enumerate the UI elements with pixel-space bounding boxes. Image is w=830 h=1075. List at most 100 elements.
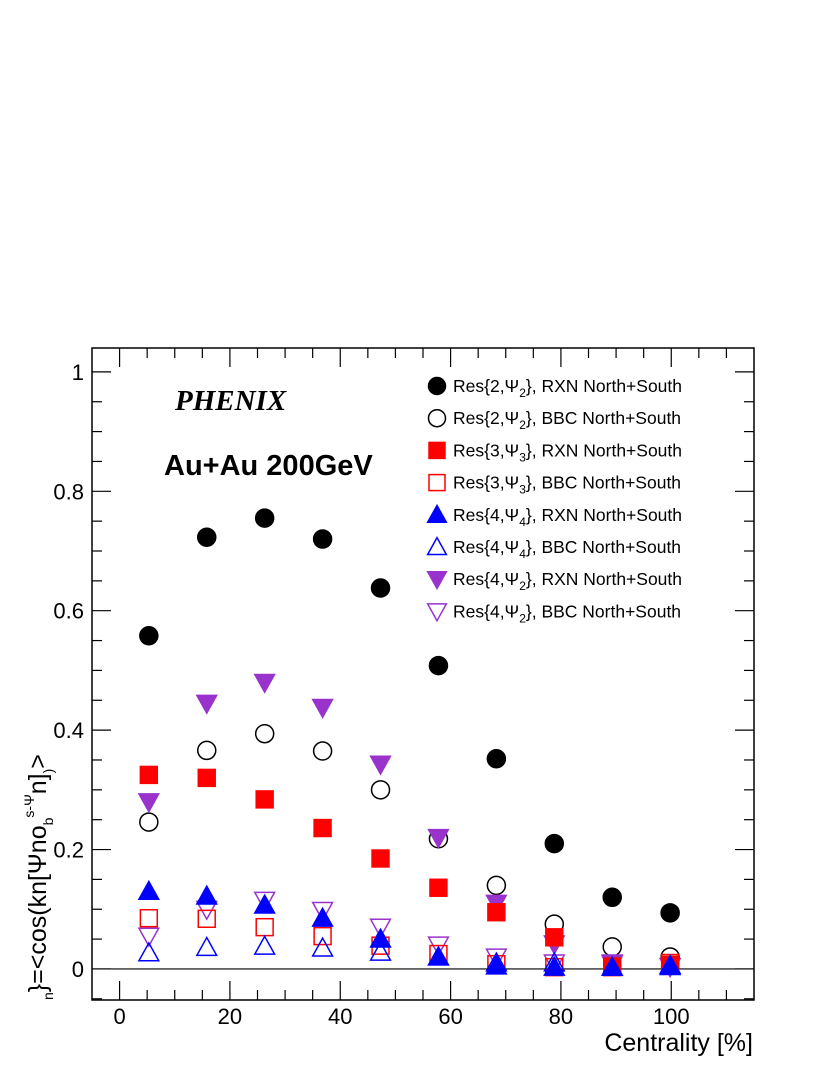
x-tick-label: 20	[218, 1004, 242, 1029]
x-tick-label: 60	[438, 1004, 462, 1029]
data-points	[137, 508, 682, 979]
legend-marker	[428, 473, 446, 492]
data-point	[369, 940, 392, 961]
data-point	[427, 945, 450, 966]
data-point	[543, 954, 566, 975]
axis-tick-labels: 0 20 40 60 80 100 0 0.2 0.4 0.6 0.8 1	[53, 360, 689, 1029]
legend-marker	[427, 376, 447, 396]
y-tick-label: 0.6	[53, 599, 84, 624]
data-point	[139, 765, 159, 785]
data-point	[371, 849, 390, 868]
series-0	[139, 508, 680, 923]
data-point	[544, 833, 565, 854]
legend-marker	[427, 408, 447, 428]
series-7	[137, 891, 682, 979]
data-point	[369, 755, 392, 776]
legend-marker	[428, 441, 446, 460]
series-6	[137, 673, 682, 979]
legend-label: Res{4,Ψ2}, RXN North+South	[453, 569, 682, 593]
y-tick-label: 0.2	[53, 838, 84, 863]
series-4	[137, 879, 682, 976]
data-point	[486, 749, 507, 769]
data-point	[543, 951, 566, 972]
data-point	[601, 955, 624, 976]
data-point	[486, 875, 507, 896]
legend-label: Res{4,Ψ4}, BBC North+South	[453, 537, 681, 561]
data-point	[253, 893, 276, 914]
data-point	[427, 945, 450, 966]
data-point	[197, 768, 216, 788]
data-point	[311, 936, 334, 957]
data-point	[139, 908, 159, 928]
legend-marker	[426, 536, 448, 556]
data-point	[370, 578, 391, 598]
legend-label: Res{4,Ψ4}, RXN North+South	[453, 505, 682, 529]
legend-label: Res{4,Ψ2}, BBC North+South	[453, 601, 681, 625]
data-point	[660, 903, 680, 923]
data-point	[485, 954, 508, 975]
data-point	[196, 527, 217, 548]
data-point	[195, 936, 218, 957]
x-tick-label: 80	[549, 1004, 573, 1029]
data-point	[195, 884, 218, 905]
data-point	[487, 903, 506, 922]
data-point	[139, 626, 159, 646]
data-point	[137, 927, 160, 948]
data-point	[428, 655, 449, 676]
data-point	[311, 906, 334, 927]
data-point	[369, 927, 392, 948]
data-point	[254, 508, 275, 528]
x-axis-title: Centrality [%]	[604, 1029, 753, 1057]
data-point	[602, 937, 622, 957]
y-axis-title: Res{kn,Ψn}=<cos(kn[Ψnobs-Ψn])>	[21, 754, 56, 1000]
data-point	[195, 694, 218, 715]
experiment-label: PHENIX	[174, 385, 287, 417]
x-tick-label: 40	[328, 1004, 352, 1029]
data-point	[313, 818, 332, 838]
series-5	[137, 934, 682, 976]
legend-label: Res{2,Ψ2}, RXN North+South	[453, 376, 682, 400]
y-tick-label: 0.4	[53, 718, 84, 743]
y-tick-label: 0	[72, 957, 84, 982]
x-tick-label: 100	[653, 1004, 690, 1029]
data-point	[485, 948, 508, 969]
system-label: Au+Au 200GeV	[164, 450, 373, 482]
data-point	[139, 812, 159, 832]
data-point	[137, 879, 160, 901]
legend-marker	[426, 570, 448, 591]
y-tick-label: 0.8	[53, 479, 84, 504]
data-point	[312, 741, 333, 761]
data-point	[312, 529, 333, 549]
data-point	[253, 934, 276, 955]
data-point	[370, 780, 391, 800]
data-point	[602, 887, 622, 908]
legend-label: Res{2,Ψ2}, BBC North+South	[453, 408, 681, 432]
series-1	[139, 723, 680, 967]
series-3	[139, 908, 680, 977]
legend-marker	[426, 503, 448, 524]
data-point	[197, 909, 216, 929]
data-point	[255, 917, 274, 937]
data-point	[545, 928, 564, 947]
data-point	[137, 793, 160, 814]
data-point	[311, 698, 334, 719]
series-2	[139, 765, 680, 976]
legend-label: Res{3,Ψ3}, RXN North+South	[453, 440, 682, 464]
data-point	[137, 941, 160, 962]
data-point	[485, 951, 508, 972]
x-tick-label: 0	[113, 1004, 125, 1029]
legend: Res{2,Ψ2}, RXN North+South Res{2,Ψ2}, BBC…	[426, 376, 682, 625]
data-point	[196, 740, 217, 761]
legend-label: Res{3,Ψ3}, BBC North+South	[453, 473, 681, 497]
y-tick-label: 1	[72, 360, 84, 385]
data-point	[255, 790, 274, 809]
y-axis-title-text: Res{kn,Ψn}=<cos(kn[Ψnobs-Ψn])>	[21, 754, 56, 1000]
data-point	[658, 953, 682, 975]
data-point	[313, 926, 332, 946]
data-point	[427, 828, 450, 850]
data-point	[253, 673, 276, 694]
data-point	[254, 723, 275, 744]
legend-marker	[426, 603, 448, 623]
data-point	[369, 918, 392, 939]
